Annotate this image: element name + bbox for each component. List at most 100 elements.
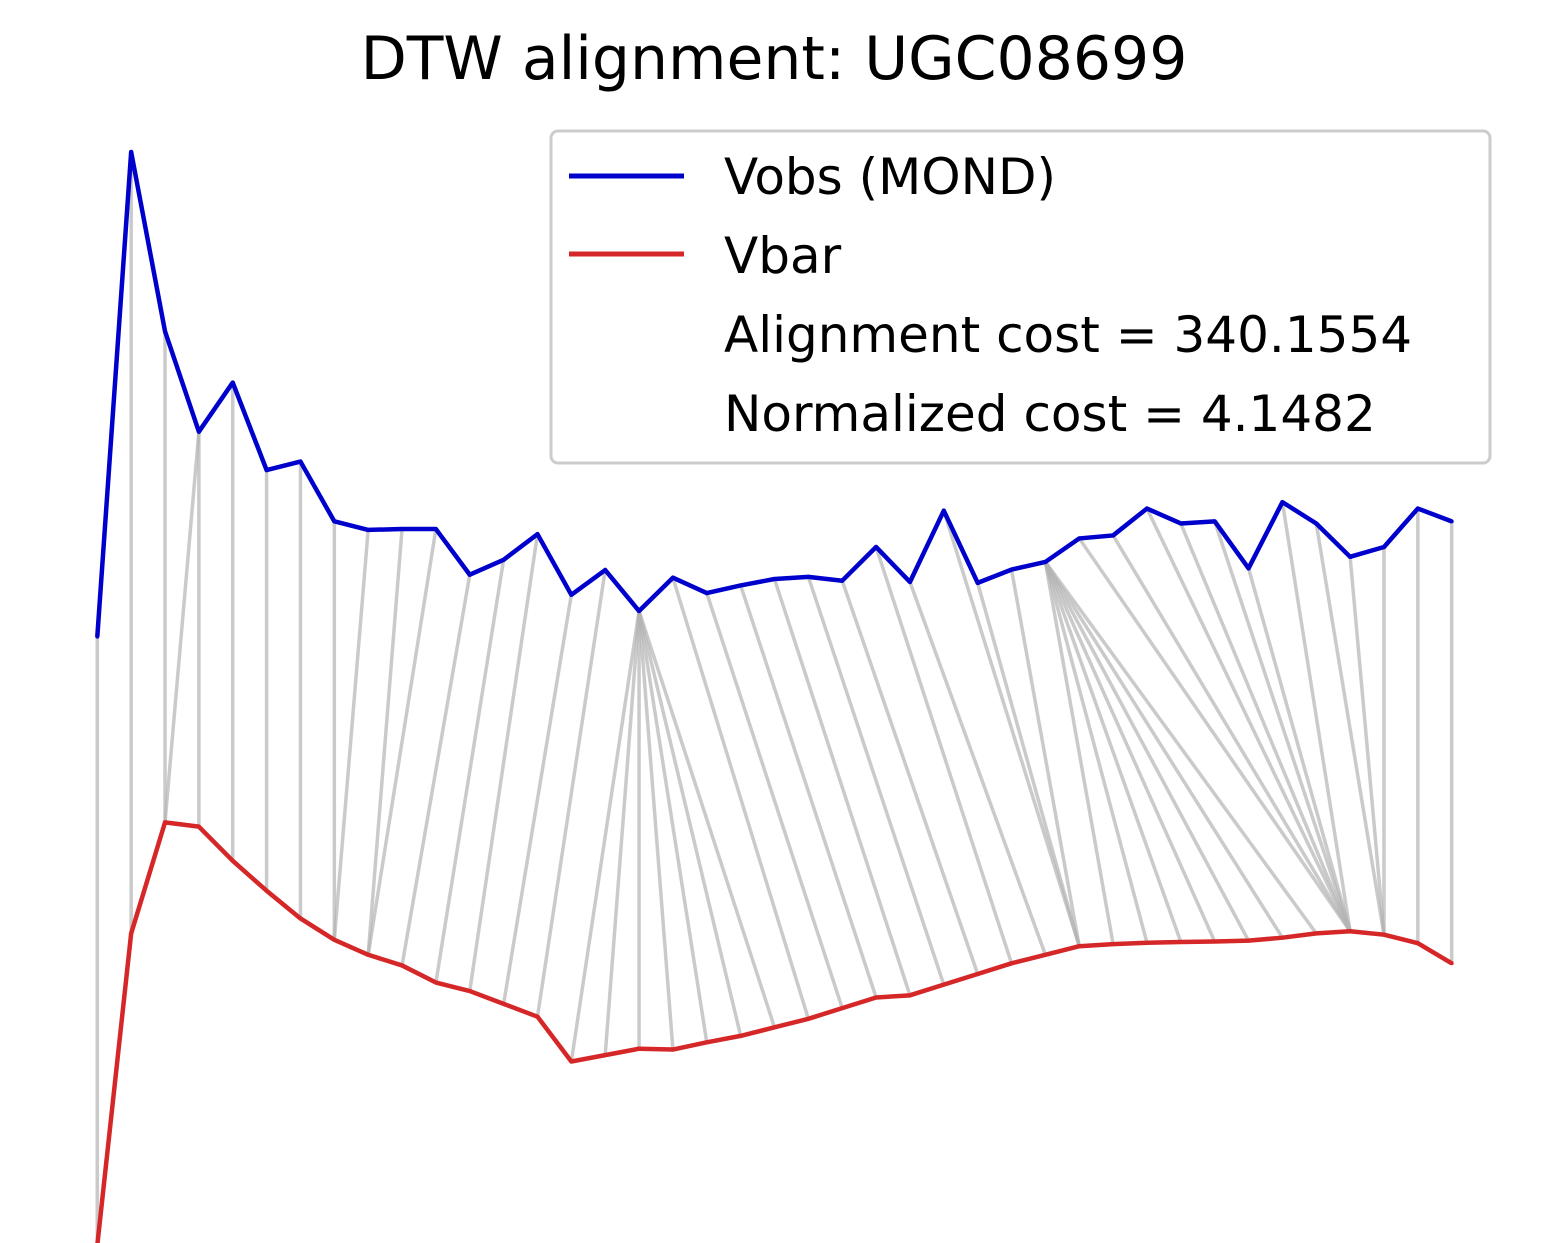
vobs-point-1 [129, 150, 134, 154]
vobs-point-8 [366, 527, 371, 532]
vobs-point-2 [163, 329, 168, 334]
vbar-point-7 [332, 937, 337, 942]
alignment-link-22 [637, 610, 743, 1037]
vbar-point-35 [1280, 935, 1285, 940]
alignment-link-24 [671, 577, 811, 1020]
vobs-point-7 [332, 519, 337, 524]
vbar-point-21 [806, 1016, 811, 1021]
vbar-point-16 [637, 1046, 642, 1051]
vbar-point-38 [1381, 932, 1386, 937]
vobs-point-34 [1246, 566, 1251, 571]
vbar-point-26 [975, 971, 980, 976]
vobs-point-28 [1043, 559, 1048, 564]
alignment-link-35 [1043, 561, 1115, 945]
alignment-link-16 [535, 569, 607, 1017]
vobs-point-35 [1280, 500, 1285, 505]
vbar-point-23 [874, 995, 879, 1000]
vobs-point-24 [907, 579, 912, 584]
vbar-point-34 [1246, 938, 1251, 943]
vbar-point-32 [1178, 939, 1183, 944]
vbar-point-4 [230, 858, 235, 863]
vbar-point-28 [1043, 952, 1048, 957]
vobs-point-29 [1077, 536, 1082, 541]
alignment-link-14 [468, 533, 540, 992]
vbar-point-33 [1212, 939, 1217, 944]
alignment-link-41 [1043, 560, 1318, 935]
vobs-point-26 [975, 580, 980, 585]
vbar-point-8 [366, 952, 371, 957]
vobs-point-40 [1449, 519, 1454, 524]
alignment-link-43 [1111, 534, 1352, 933]
vbar-point-11 [467, 989, 472, 994]
vbar-point-2 [163, 820, 168, 825]
vobs-point-3 [196, 429, 201, 434]
vbar-point-19 [738, 1033, 743, 1038]
alignment-link-29 [840, 580, 980, 975]
vbar-point-37 [1348, 929, 1353, 934]
legend-label-vobs: Vobs (MOND) [724, 148, 1056, 206]
vobs-point-38 [1381, 544, 1386, 549]
vobs-point-14 [569, 592, 574, 597]
vobs-point-13 [535, 532, 540, 537]
alignment-link-27 [772, 578, 912, 996]
alignment-link-38 [1043, 561, 1217, 943]
vbar-point-1 [129, 931, 134, 936]
vobs-point-19 [738, 583, 743, 588]
vobs-point-22 [840, 578, 845, 583]
alignment-link-34 [1009, 569, 1081, 947]
vobs-point-0 [95, 634, 100, 639]
vobs-point-16 [637, 609, 642, 614]
vobs-point-27 [1009, 567, 1014, 572]
alignment-link-23 [637, 610, 777, 1028]
alignment-link-25 [705, 592, 844, 1009]
vbar-point-27 [1009, 961, 1014, 966]
vbar-point-39 [1415, 941, 1420, 946]
vbar-point-15 [603, 1053, 608, 1058]
vbar-point-3 [196, 824, 201, 829]
vbar-point-25 [941, 982, 946, 987]
alignment-link-12 [400, 574, 472, 966]
vbar-point-9 [400, 963, 405, 968]
vobs-point-6 [298, 459, 303, 464]
alignment-link-10 [366, 528, 404, 955]
vbar-point-29 [1077, 944, 1082, 949]
vobs-point-20 [772, 577, 777, 581]
vbar-point-24 [907, 993, 912, 998]
alignment-link-39 [1043, 561, 1251, 942]
vbar-point-13 [535, 1014, 540, 1019]
alignment-link-21 [637, 610, 709, 1043]
alignment-link-26 [738, 584, 878, 999]
alignment-link-37 [1043, 561, 1183, 943]
alignment-link-3 [163, 431, 201, 823]
vobs-point-21 [806, 574, 811, 579]
vobs-point-39 [1415, 506, 1420, 511]
alignment-link-50 [1348, 556, 1386, 935]
vobs-point-37 [1348, 554, 1353, 559]
vobs-point-10 [433, 527, 438, 532]
vbar-point-40 [1449, 961, 1454, 966]
alignment-link-13 [434, 559, 506, 983]
vbar-point-10 [433, 980, 438, 985]
alignment-link-44 [1145, 507, 1352, 933]
vbar-point-5 [264, 888, 269, 893]
vobs-point-25 [941, 508, 946, 513]
vbar-point-22 [840, 1006, 845, 1011]
alignment-link-49 [1314, 523, 1386, 935]
vobs-point-18 [704, 591, 709, 596]
vobs-point-11 [467, 572, 472, 577]
alignment-link-28 [806, 576, 946, 986]
alignment-link-32 [942, 510, 1081, 947]
vobs-point-36 [1314, 521, 1319, 526]
vobs-point-5 [264, 468, 269, 473]
alignment-links [95, 152, 1454, 1243]
legend: Vobs (MOND) Vbar Alignment cost = 340.15… [549, 129, 1492, 465]
legend-frame [549, 129, 1492, 465]
vbar-point-30 [1111, 942, 1116, 947]
vobs-point-33 [1212, 519, 1217, 524]
alignment-link-40 [1043, 560, 1284, 939]
vbar-point-12 [501, 1001, 506, 1006]
alignment-link-15 [501, 594, 574, 1005]
alignment-link-18 [603, 610, 641, 1056]
vobs-point-4 [230, 380, 235, 385]
